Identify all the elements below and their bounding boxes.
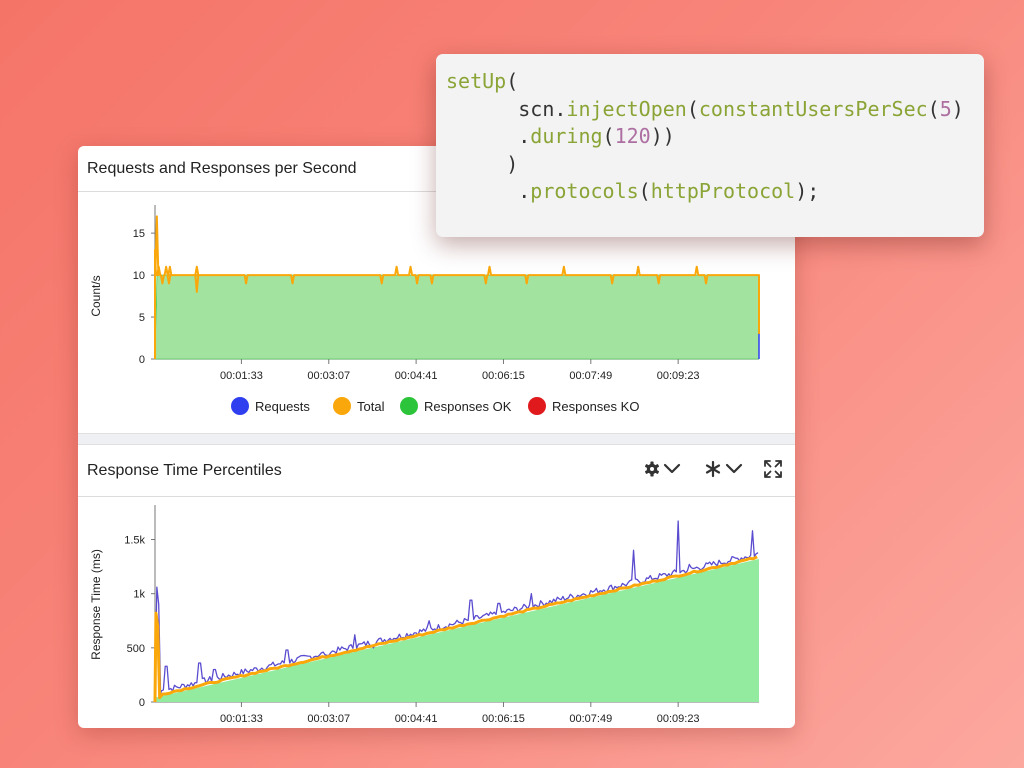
code-token: 5 [939, 96, 952, 121]
x-tick-label: 00:07:49 [569, 713, 612, 725]
code-lines: setUp( scn.injectOpen(constantUsersPerSe… [446, 68, 964, 206]
gear-icon [644, 461, 660, 477]
asterisk-icon [705, 460, 721, 478]
legend-swatch [231, 397, 249, 415]
code-snippet: setUp( scn.injectOpen(constantUsersPerSe… [436, 54, 984, 237]
x-tick-label: 00:09:23 [657, 713, 700, 725]
x-tick-label: 00:06:15 [482, 370, 525, 382]
code-token: 120 [614, 124, 651, 148]
x-tick-label: 00:09:23 [657, 370, 700, 382]
code-token: httpProtocol [650, 179, 796, 203]
percentiles-chart-title: Response Time Percentiles [87, 462, 282, 479]
code-token: injectOpen [566, 96, 687, 121]
y-tick-label: 10 [133, 270, 145, 282]
code-token: ); [795, 179, 820, 203]
y-tick-label: 15 [133, 228, 145, 240]
x-tick-label: 00:01:33 [220, 713, 263, 725]
response-time-percentiles-chart: 0 500 1k 1.5k 00:01:33 00:03:07 00:04:41 00:06:… [89, 505, 759, 725]
legend-label: Responses KO [552, 399, 639, 414]
legend-item: Responses OK [400, 397, 512, 415]
x-tick-label: 00:04:41 [395, 713, 438, 725]
y-tick-label: 0 [139, 354, 145, 366]
x-tick-label: 00:03:07 [307, 713, 350, 725]
code-line: setUp( [446, 68, 964, 96]
settings-dropdown-button[interactable] [644, 459, 686, 479]
x-tick-label: 00:06:15 [482, 713, 525, 725]
code-token: constantUsersPerSec [698, 96, 928, 121]
y-axis-label: Count/s [89, 275, 103, 316]
requests-chart-title: Requests and Responses per Second [87, 160, 357, 177]
chevron-down-icon [725, 463, 743, 474]
y-tick-label: 0 [139, 697, 145, 709]
code-token: scn. [446, 96, 567, 121]
expand-button[interactable] [762, 458, 784, 478]
expand-icon [764, 460, 782, 478]
x-tick-label: 00:03:07 [307, 370, 350, 382]
code-token: during [530, 124, 603, 148]
x-tick-label: 00:04:41 [395, 370, 438, 382]
legend-label: Responses OK [424, 399, 512, 414]
code-token: ) [446, 151, 519, 176]
legend-swatch [400, 397, 418, 415]
percentile-max-line [154, 520, 759, 694]
code-token: ( [638, 179, 651, 203]
requests-responses-chart: 0 5 10 15 00:01:33 00:03:07 00:04:41 00:06:15 00… [89, 205, 760, 415]
code-token: ( [686, 96, 699, 121]
code-token: protocols [530, 179, 639, 203]
x-tick-label: 00:01:33 [220, 370, 263, 382]
responses-ok-area [154, 274, 760, 360]
code-token: ( [506, 69, 519, 93]
legend-swatch [528, 397, 546, 415]
total-line [154, 215, 760, 359]
y-tick-label: 1.5k [124, 535, 145, 547]
y-tick-label: 1k [133, 589, 145, 601]
x-tick-label: 00:07:49 [569, 370, 612, 382]
code-token: ) [951, 96, 964, 121]
code-line: .protocols(httpProtocol); [446, 178, 964, 206]
legend-label: Requests [255, 399, 310, 414]
percentiles-card-header: Response Time Percentiles [78, 445, 795, 497]
panel-divider [78, 433, 795, 445]
percentile-area [155, 559, 759, 702]
charts-panel: Requests and Responses per Second 0 5 10 15… [78, 146, 795, 728]
legend-item: Total [333, 397, 385, 415]
legend-swatch [333, 397, 351, 415]
code-token: )) [650, 124, 675, 148]
percentile-median-line [153, 555, 758, 703]
code-token: . [446, 124, 531, 148]
legend-label: Total [357, 399, 385, 414]
legend-item: Responses KO [528, 397, 639, 415]
series-dropdown-button[interactable] [705, 459, 747, 479]
y-tick-label: 500 [127, 643, 145, 655]
code-token: . [446, 179, 531, 203]
chevron-down-icon [663, 463, 681, 474]
code-line: scn.injectOpen(constantUsersPerSec(5) [446, 96, 964, 124]
y-axis-label: Response Time (ms) [89, 549, 103, 660]
code-line: .during(120)) [446, 123, 964, 151]
legend-item: Requests [231, 397, 310, 415]
code-token: ( [927, 96, 940, 121]
code-token: ( [602, 124, 615, 148]
code-line: ) [446, 151, 964, 179]
y-tick-label: 5 [139, 312, 145, 324]
code-token: setUp [446, 69, 507, 93]
